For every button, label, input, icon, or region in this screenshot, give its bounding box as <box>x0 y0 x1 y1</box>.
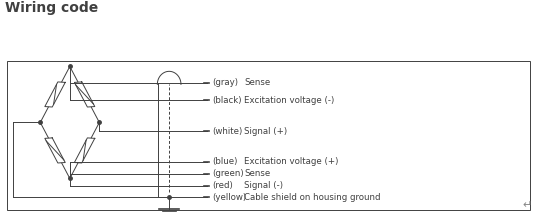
Text: Sense: Sense <box>244 78 271 87</box>
Text: Excitation voltage (-): Excitation voltage (-) <box>244 96 335 105</box>
Text: (gray): (gray) <box>212 78 238 87</box>
Text: Sense: Sense <box>244 169 271 178</box>
Text: (black): (black) <box>212 96 242 105</box>
Text: Signal (-): Signal (-) <box>244 181 284 190</box>
Text: (green): (green) <box>212 169 244 178</box>
Text: Wiring code: Wiring code <box>5 1 99 15</box>
Text: (red): (red) <box>212 181 233 190</box>
Text: (blue): (blue) <box>212 157 237 166</box>
Text: Excitation voltage (+): Excitation voltage (+) <box>244 157 339 166</box>
Text: ↵: ↵ <box>523 200 532 210</box>
Bar <box>7 61 530 210</box>
Text: (yellow): (yellow) <box>212 193 246 202</box>
Text: Cable shield on housing ground: Cable shield on housing ground <box>244 193 381 202</box>
Text: (white): (white) <box>212 127 242 135</box>
Text: Signal (+): Signal (+) <box>244 127 287 135</box>
